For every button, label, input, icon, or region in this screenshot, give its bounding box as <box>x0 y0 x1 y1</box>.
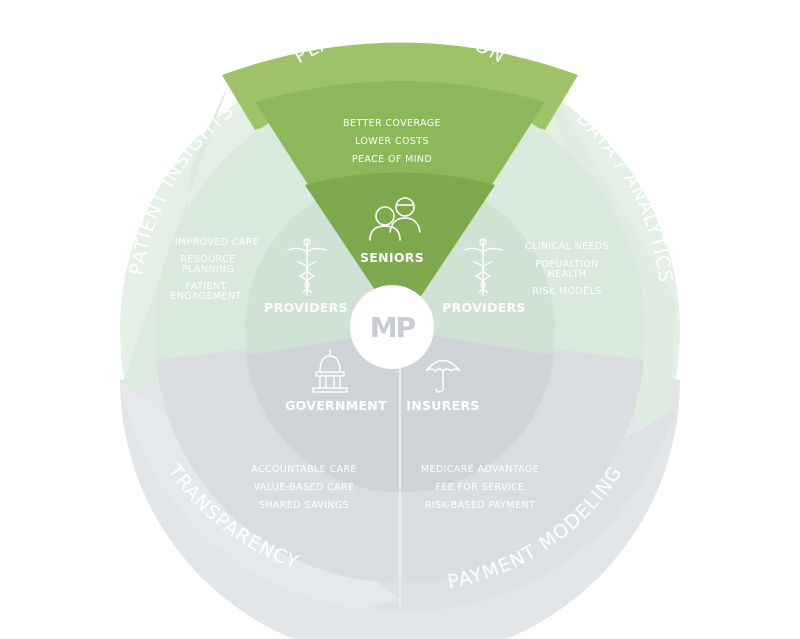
umbrella-icon <box>425 359 461 393</box>
benefit-line: RESOURCE <box>180 254 235 265</box>
benefit-line: ACCOUNTABLE CARE <box>251 464 357 475</box>
benefit-line: MEDICARE ADVANTAGE <box>421 464 539 475</box>
benefit-line: RISK-BASED PAYMENT <box>425 500 535 511</box>
benefit-line: PEACE OF MIND <box>352 154 432 165</box>
bottom-left-benefits: ACCOUNTABLE CARE VALUE-BASED CARE SHARED… <box>251 464 357 511</box>
benefit-line: FEE FOR SERVICE <box>435 482 524 493</box>
right-wedge-benefits: CLINICAL NEEDS POPUALTION HEALTH RISK MO… <box>525 241 609 297</box>
node-providers-right: PROVIDERS <box>442 300 526 315</box>
benefit-line: CLINICAL NEEDS <box>525 241 609 252</box>
benefit-line: SHARED SAVINGS <box>259 500 349 511</box>
node-insurers: INSURERS <box>406 398 479 413</box>
node-seniors: SENIORS <box>360 250 424 265</box>
benefit-line: PLANNING <box>182 264 234 275</box>
node-government: GOVERNMENT <box>285 398 387 413</box>
benefit-line: POPUALTION <box>535 259 599 270</box>
benefit-line: RISK MODELS <box>532 286 601 297</box>
benefit-line: HEALTH <box>548 269 587 280</box>
logo-circle <box>350 285 434 369</box>
seniors-couple-icon <box>369 197 421 241</box>
benefit-line: IMPROVED CARE <box>175 237 259 248</box>
bottom-right-benefits: MEDICARE ADVANTAGE FEE FOR SERVICE RISK-… <box>421 464 539 511</box>
benefit-line: ENGAGEMENT <box>170 291 241 302</box>
capitol-building-icon <box>312 349 348 393</box>
top-wedge-benefits: BETTER COVERAGE LOWER COSTS PEACE OF MIN… <box>343 118 441 165</box>
left-wedge-benefits: IMPROVED CARE RESOURCE PLANNING PATIENT … <box>170 237 259 302</box>
node-providers-left: PROVIDERS <box>264 300 348 315</box>
benefit-line: PATIENT <box>185 281 226 292</box>
benefit-line: VALUE-BASED CARE <box>254 482 355 493</box>
caduceus-icon <box>463 238 503 296</box>
caduceus-icon <box>287 238 327 296</box>
benefit-line: BETTER COVERAGE <box>343 118 441 129</box>
logo-text: MP <box>370 311 416 344</box>
center-logo: MP <box>350 285 434 369</box>
benefit-line: LOWER COSTS <box>355 136 429 147</box>
